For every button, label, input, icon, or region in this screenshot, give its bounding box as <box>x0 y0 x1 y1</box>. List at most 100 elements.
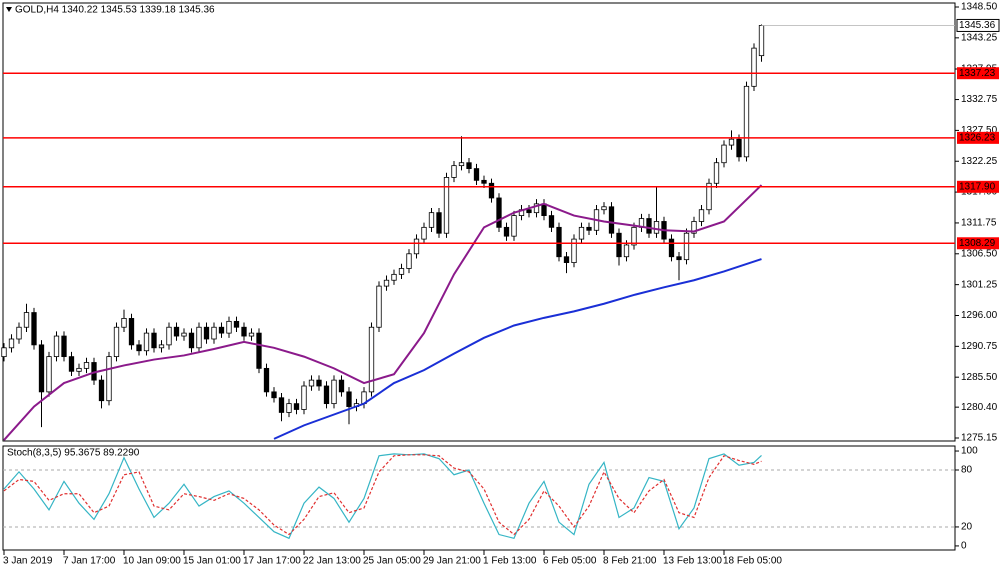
candle-body <box>631 226 637 246</box>
y-tick-label: 1296.00 <box>961 310 998 321</box>
candle-body <box>188 332 195 349</box>
x-tick-label: 15 Jan 01:00 <box>183 556 241 567</box>
y-tick-label: 20 <box>961 522 973 533</box>
candle-body <box>586 226 592 231</box>
candle-body <box>608 206 615 234</box>
candle-body <box>706 182 712 211</box>
candle-body <box>443 177 450 234</box>
candle-body <box>256 332 262 369</box>
candle-body <box>346 391 352 407</box>
candle-body <box>541 203 547 216</box>
candle-body <box>76 367 82 372</box>
candle-body <box>481 179 487 184</box>
candle-body <box>31 312 37 346</box>
candle-body <box>398 268 405 275</box>
candle-body <box>473 168 480 181</box>
candle-body <box>488 182 495 199</box>
candle-body <box>226 320 232 334</box>
candle-body <box>316 379 322 387</box>
candle-body <box>721 144 727 164</box>
candle-body <box>601 206 607 211</box>
candle-body <box>211 326 217 340</box>
level-label-box <box>957 180 999 193</box>
stoch-title: Stoch(8,3,5) 95.3675 89.2290 <box>7 448 140 459</box>
x-tick-label: 22 Jan 13:00 <box>303 556 361 567</box>
candle-body <box>308 379 315 387</box>
candle-body <box>151 332 157 349</box>
candle-body <box>83 362 90 369</box>
candle-body <box>301 385 307 410</box>
y-tick-label: 1348.50 <box>961 2 998 13</box>
x-tick-label: 13 Feb 13:00 <box>663 556 722 567</box>
candle-body <box>436 212 442 234</box>
candle-body <box>286 403 292 413</box>
candle-body <box>233 320 240 328</box>
candle-body <box>368 326 375 393</box>
candle-body <box>46 356 52 393</box>
candle-body <box>136 344 142 352</box>
candle-body <box>128 318 135 346</box>
candle-body <box>496 197 502 228</box>
moving-average <box>273 258 762 440</box>
candle-body <box>38 344 45 393</box>
x-tick-label: 7 Jan 17:00 <box>63 556 116 567</box>
y-tick-label: 0 <box>961 541 967 552</box>
x-tick-label: 8 Feb 21:00 <box>603 556 657 567</box>
x-tick-label: 29 Jan 21:00 <box>423 556 481 567</box>
y-tick-label: 1285.50 <box>961 372 998 383</box>
level-label-box <box>957 67 999 80</box>
y-tick-label: 1275.15 <box>961 433 998 444</box>
candle-body <box>241 326 247 337</box>
stoch-panel <box>2 445 956 551</box>
main-panel <box>2 2 956 442</box>
candle-body <box>548 215 555 228</box>
candle-body <box>16 326 22 340</box>
candle-body <box>571 238 577 264</box>
level-label: 1337.23 <box>959 68 996 79</box>
y-tick-label: 1301.25 <box>961 279 998 290</box>
candle-body <box>646 218 652 234</box>
candle-body <box>181 332 187 337</box>
candle-body <box>713 162 720 184</box>
y-tick-label: 1322.25 <box>961 156 998 167</box>
level-label: 1308.29 <box>959 238 996 249</box>
level-label-box <box>957 237 999 250</box>
candle-body <box>743 85 750 158</box>
level-label-box <box>957 131 999 144</box>
candle-body <box>428 212 435 228</box>
y-tick-label: 1290.75 <box>961 341 998 352</box>
candle-body <box>556 226 562 258</box>
candle-body <box>676 256 682 261</box>
candle-body <box>413 238 420 255</box>
candle-body <box>166 326 172 346</box>
candle-body <box>338 379 345 393</box>
last-price-box <box>956 18 1000 32</box>
candle-body <box>278 397 285 413</box>
candle-body <box>653 221 660 234</box>
candle-body <box>121 318 127 328</box>
collapse-arrow <box>6 7 12 12</box>
candle-body <box>203 326 210 340</box>
x-tick-label: 17 Jan 17:00 <box>243 556 301 567</box>
candle-body <box>758 25 765 57</box>
stoch-line <box>3 454 762 536</box>
candle-body <box>616 232 622 258</box>
candle-body <box>526 209 532 214</box>
moving-average <box>3 184 763 441</box>
candle-body <box>293 403 300 410</box>
y-tick-label: 1311.75 <box>961 218 997 229</box>
y-tick-label: 1280.40 <box>961 402 998 413</box>
candle-body <box>158 344 165 349</box>
candle-body <box>218 326 225 334</box>
candle-body <box>728 138 735 146</box>
y-tick-label: 80 <box>961 465 973 476</box>
candle-body <box>578 226 585 240</box>
candle-body <box>143 332 150 352</box>
y-tick-label: 1327.50 <box>961 125 998 136</box>
x-tick-label: 18 Feb 05:00 <box>723 556 782 567</box>
candle-body <box>533 203 540 214</box>
candle-body <box>563 256 570 264</box>
candle-body <box>698 209 705 222</box>
candle-body <box>623 244 630 258</box>
